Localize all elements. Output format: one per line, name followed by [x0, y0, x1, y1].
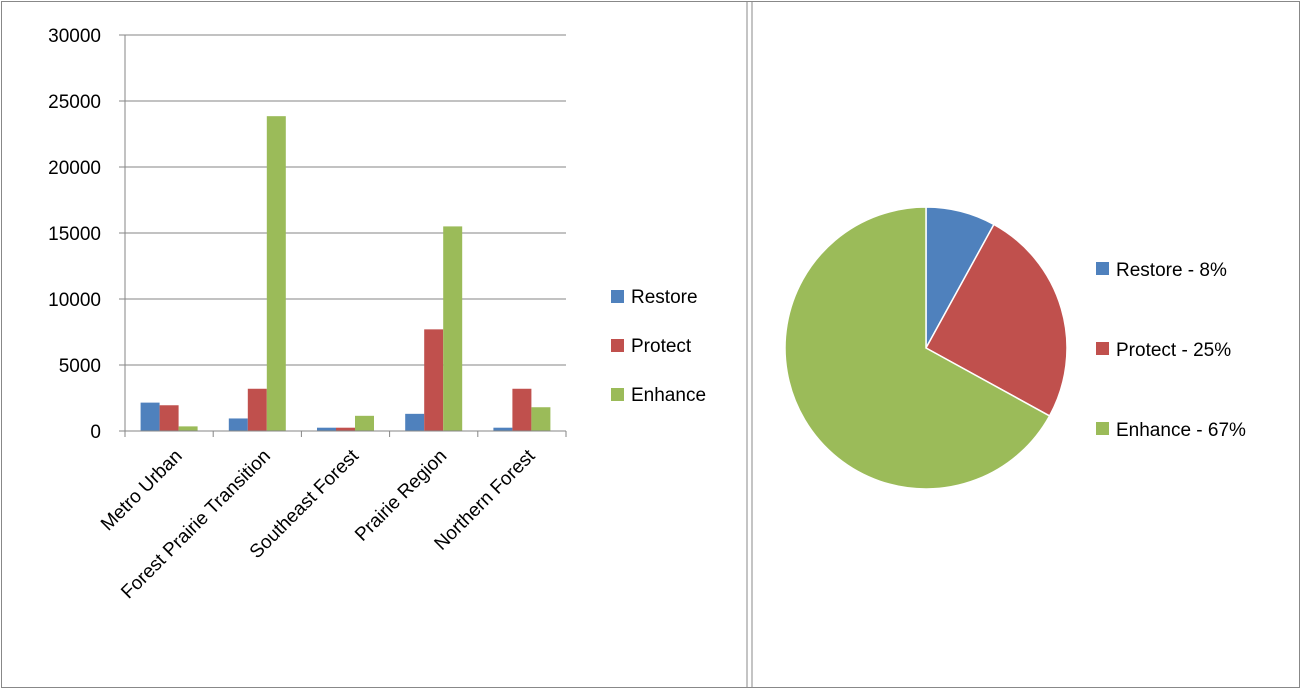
legend-label-protect: Protect: [631, 336, 692, 357]
bar-restore-4: [493, 427, 513, 431]
bar-chart: 0 5000 10000 15000 20000 25000 30000 Metro Urb…: [48, 26, 706, 603]
bar-restore-0: [140, 402, 160, 431]
bar-restore-3: [405, 413, 425, 431]
bar-protect-4: [512, 388, 532, 431]
bar-protect-1: [247, 388, 267, 431]
pie-legend-swatch-2: [1096, 422, 1109, 435]
pie-legend-swatch-0: [1096, 262, 1109, 275]
y-axis-tick-labels: 0 5000 10000 15000 20000 25000 30000: [48, 26, 101, 443]
bars: [140, 116, 551, 432]
y-tick-label: 10000: [48, 290, 101, 311]
bar-protect-2: [336, 427, 355, 431]
pie-slices: [784, 206, 1068, 490]
y-tick-label: 20000: [48, 158, 101, 179]
pie-legend-label-2: Enhance - 67%: [1116, 420, 1246, 441]
pie-legend-label-0: Restore - 8%: [1116, 260, 1227, 281]
y-tick-label: 5000: [59, 356, 101, 377]
pie-legend-label-1: Protect - 25%: [1116, 340, 1231, 361]
bar-enhance-3: [443, 226, 463, 431]
bar-protect-3: [424, 329, 444, 431]
bar-protect-0: [159, 405, 179, 431]
bar-enhance-2: [355, 415, 374, 431]
bar-restore-1: [228, 418, 248, 431]
bar-enhance-4: [531, 407, 551, 431]
pie-slice-2: [784, 206, 1051, 490]
legend-swatch-restore: [611, 290, 624, 303]
pie-legend: Restore - 8% Protect - 25% Enhance - 67%: [1096, 260, 1246, 441]
legend-swatch-enhance: [611, 388, 624, 401]
x-tick-label: Forest Prairie Transition: [117, 446, 274, 603]
y-tick-label: 30000: [48, 26, 101, 47]
x-tick-label: Metro Urban: [97, 446, 187, 536]
bar-enhance-1: [266, 116, 286, 432]
axes: [119, 34, 567, 437]
bar-restore-2: [317, 427, 336, 431]
legend-swatch-protect: [611, 339, 624, 352]
x-tick-label: Prairie Region: [351, 446, 451, 546]
bar-legend: Restore Protect Enhance: [611, 287, 706, 406]
legend-label-enhance: Enhance: [631, 385, 706, 406]
y-tick-label: 25000: [48, 92, 101, 113]
y-tick-label: 0: [90, 422, 101, 443]
legend-label-restore: Restore: [631, 287, 698, 308]
y-tick-label: 15000: [48, 224, 101, 245]
pie-slice-1: [924, 223, 1068, 417]
bar-enhance-0: [178, 426, 198, 431]
gridlines: [125, 34, 566, 366]
pie-chart: Restore - 8% Protect - 25% Enhance - 67%: [784, 206, 1246, 490]
pie-legend-swatch-1: [1096, 342, 1109, 355]
